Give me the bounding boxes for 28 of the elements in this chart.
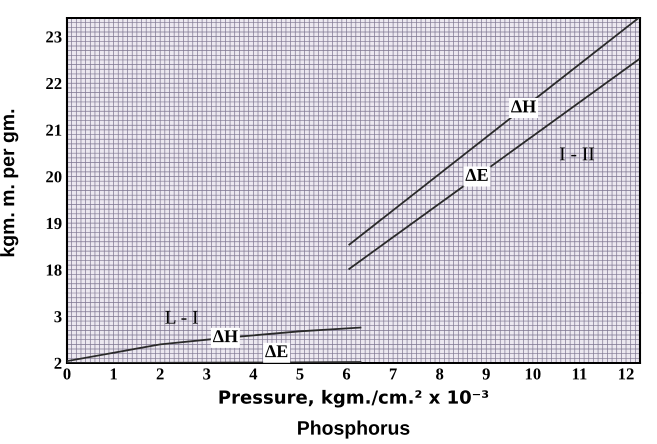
y-tick-label: 21 [46, 124, 62, 136]
x-tick-label: 1 [110, 368, 117, 380]
x-tick-label: 4 [249, 368, 258, 380]
series-label: ΔE [265, 345, 288, 358]
text: Phosphorus [298, 420, 410, 439]
y-tick-label: 3 [54, 311, 62, 322]
y-tick-label: 23 [46, 31, 62, 43]
x-tick-label: 5 [296, 368, 304, 380]
y-tick-label: 20 [46, 171, 62, 182]
x-tick-label: 7 [390, 368, 397, 380]
x-tick-label: 6 [342, 368, 350, 380]
x-tick-label: 0 [63, 368, 71, 380]
annotation: L - I [165, 310, 198, 324]
y-tick-label: 18 [46, 264, 62, 276]
y-axis-title: kgm. m. per gm. [0, 110, 18, 256]
x-tick-label: 11 [572, 368, 586, 380]
x-axis-title: Pressure, kgm./cm.² x 10⁻³ [220, 390, 488, 408]
x-tick-label: 2 [156, 368, 164, 380]
series-label: ΔE [466, 168, 488, 181]
x-tick-label: 9 [482, 368, 490, 380]
x-tick-label: 8 [436, 368, 444, 380]
y-tick-label: 22 [46, 78, 62, 90]
y-tick-label: 19 [46, 218, 62, 230]
x-tick-label: 3 [203, 368, 210, 380]
annotation: I - II [560, 147, 594, 160]
y-tick-label: 2 [54, 358, 62, 369]
x-tick-label: 12 [619, 368, 634, 380]
x-tick-label: 10 [526, 368, 541, 380]
